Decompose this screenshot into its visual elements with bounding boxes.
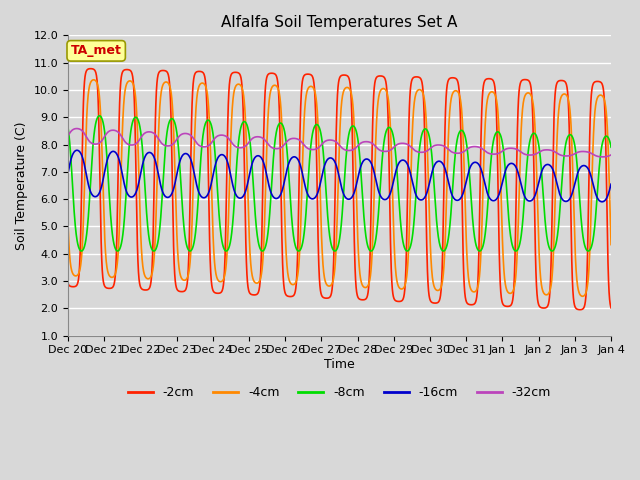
Line: -4cm: -4cm bbox=[68, 80, 611, 296]
-2cm bbox=[126, 68, 134, 73]
-32cm bbox=[273, 146, 280, 152]
-2cm bbox=[597, 79, 605, 85]
-4cm bbox=[273, 83, 280, 89]
-2cm bbox=[296, 130, 304, 136]
-4cm bbox=[579, 293, 586, 299]
Title: Alfalfa Soil Temperatures Set A: Alfalfa Soil Temperatures Set A bbox=[221, 15, 458, 30]
-32cm bbox=[64, 133, 72, 139]
-4cm bbox=[597, 92, 605, 98]
-4cm bbox=[159, 84, 166, 89]
-32cm bbox=[596, 154, 604, 160]
X-axis label: Time: Time bbox=[324, 358, 355, 371]
-32cm bbox=[126, 142, 134, 148]
-8cm bbox=[273, 128, 280, 133]
Text: TA_met: TA_met bbox=[71, 44, 122, 57]
-16cm bbox=[296, 161, 304, 167]
-4cm bbox=[90, 77, 97, 83]
-2cm bbox=[64, 281, 72, 287]
-8cm bbox=[597, 150, 605, 156]
-16cm bbox=[596, 199, 604, 204]
-4cm bbox=[126, 78, 134, 84]
-8cm bbox=[607, 144, 615, 150]
-8cm bbox=[77, 248, 85, 254]
-32cm bbox=[599, 154, 607, 160]
-2cm bbox=[576, 307, 584, 312]
-8cm bbox=[64, 124, 72, 130]
-4cm bbox=[64, 221, 72, 227]
Line: -2cm: -2cm bbox=[68, 69, 611, 310]
-32cm bbox=[73, 126, 81, 132]
Legend: -2cm, -4cm, -8cm, -16cm, -32cm: -2cm, -4cm, -8cm, -16cm, -32cm bbox=[123, 382, 556, 405]
-32cm bbox=[607, 152, 615, 158]
-2cm bbox=[607, 305, 615, 311]
-4cm bbox=[538, 286, 546, 291]
Line: -16cm: -16cm bbox=[68, 150, 611, 202]
-2cm bbox=[273, 73, 280, 79]
-16cm bbox=[73, 147, 81, 153]
-16cm bbox=[607, 181, 615, 187]
Y-axis label: Soil Temperature (C): Soil Temperature (C) bbox=[15, 121, 28, 250]
-2cm bbox=[159, 68, 166, 73]
-8cm bbox=[538, 179, 546, 184]
-16cm bbox=[598, 199, 606, 204]
-32cm bbox=[538, 148, 546, 154]
-32cm bbox=[159, 141, 166, 147]
-16cm bbox=[273, 196, 280, 202]
-8cm bbox=[159, 187, 166, 193]
-2cm bbox=[87, 66, 95, 72]
-32cm bbox=[296, 138, 304, 144]
-16cm bbox=[126, 194, 134, 200]
-8cm bbox=[127, 132, 134, 138]
Line: -32cm: -32cm bbox=[68, 129, 611, 157]
-16cm bbox=[538, 168, 546, 173]
-16cm bbox=[159, 188, 166, 194]
-4cm bbox=[296, 242, 304, 248]
-8cm bbox=[296, 247, 304, 253]
Line: -8cm: -8cm bbox=[68, 116, 611, 251]
-16cm bbox=[64, 170, 72, 176]
-4cm bbox=[607, 242, 615, 248]
-8cm bbox=[96, 113, 104, 119]
-2cm bbox=[538, 305, 546, 311]
